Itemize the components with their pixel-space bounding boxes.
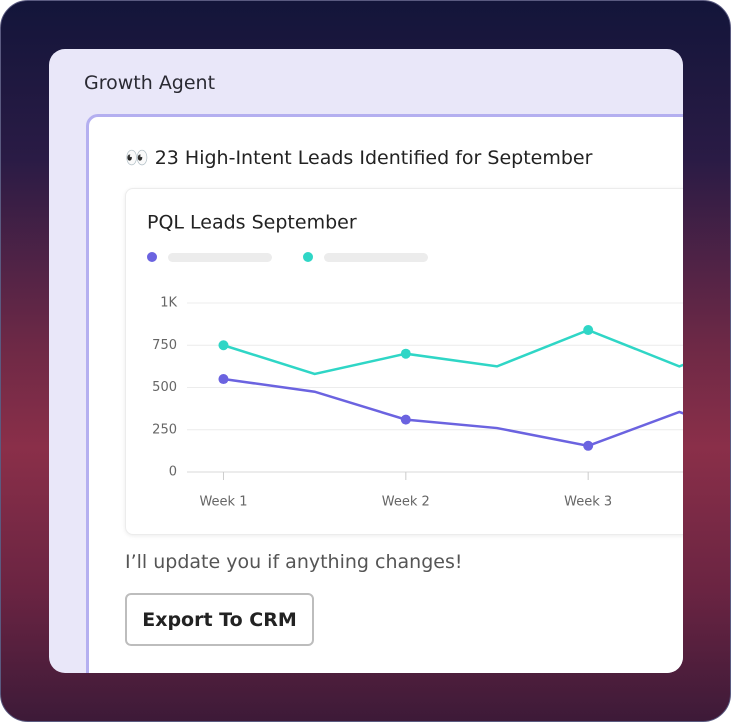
data-point (218, 340, 229, 351)
data-point (400, 414, 411, 425)
data-point (218, 374, 229, 385)
chart-title: PQL Leads September (147, 212, 357, 234)
y-tick-label: 0 (169, 465, 177, 480)
series-line (223, 328, 683, 376)
message: 👀 23 High-Intent Leads Identified for Se… (125, 147, 593, 169)
data-point (583, 325, 594, 336)
legend-placeholder (168, 253, 272, 262)
legend-dot (147, 252, 157, 262)
x-tick-label: Week 3 (564, 495, 612, 510)
y-tick-label: 750 (152, 338, 177, 353)
legend-dot (303, 252, 313, 262)
y-tick-label: 500 (152, 380, 177, 395)
note: I’ll update you if anything changes! (125, 551, 463, 573)
data-point (583, 440, 594, 451)
series-line (223, 377, 683, 448)
legend-placeholder (324, 253, 428, 262)
chart: PQL Leads September 0 250 500 750 1K Week 1 We… (147, 212, 683, 510)
data-point (400, 348, 411, 359)
y-tick-label: 1K (160, 296, 177, 311)
chart-card: PQL Leads September 0 250 500 750 1K Week 1 We… (125, 188, 683, 535)
x-tick-label: Week 2 (382, 495, 430, 510)
x-tick-label: Week 1 (199, 495, 247, 510)
y-tick-label: 250 (152, 422, 177, 437)
export-button[interactable]: Export To CRM (125, 593, 314, 646)
agent-title: Growth Agent (84, 72, 216, 94)
agent-panel: Growth Agent 👀 23 High-Intent Leads Iden… (49, 49, 683, 673)
